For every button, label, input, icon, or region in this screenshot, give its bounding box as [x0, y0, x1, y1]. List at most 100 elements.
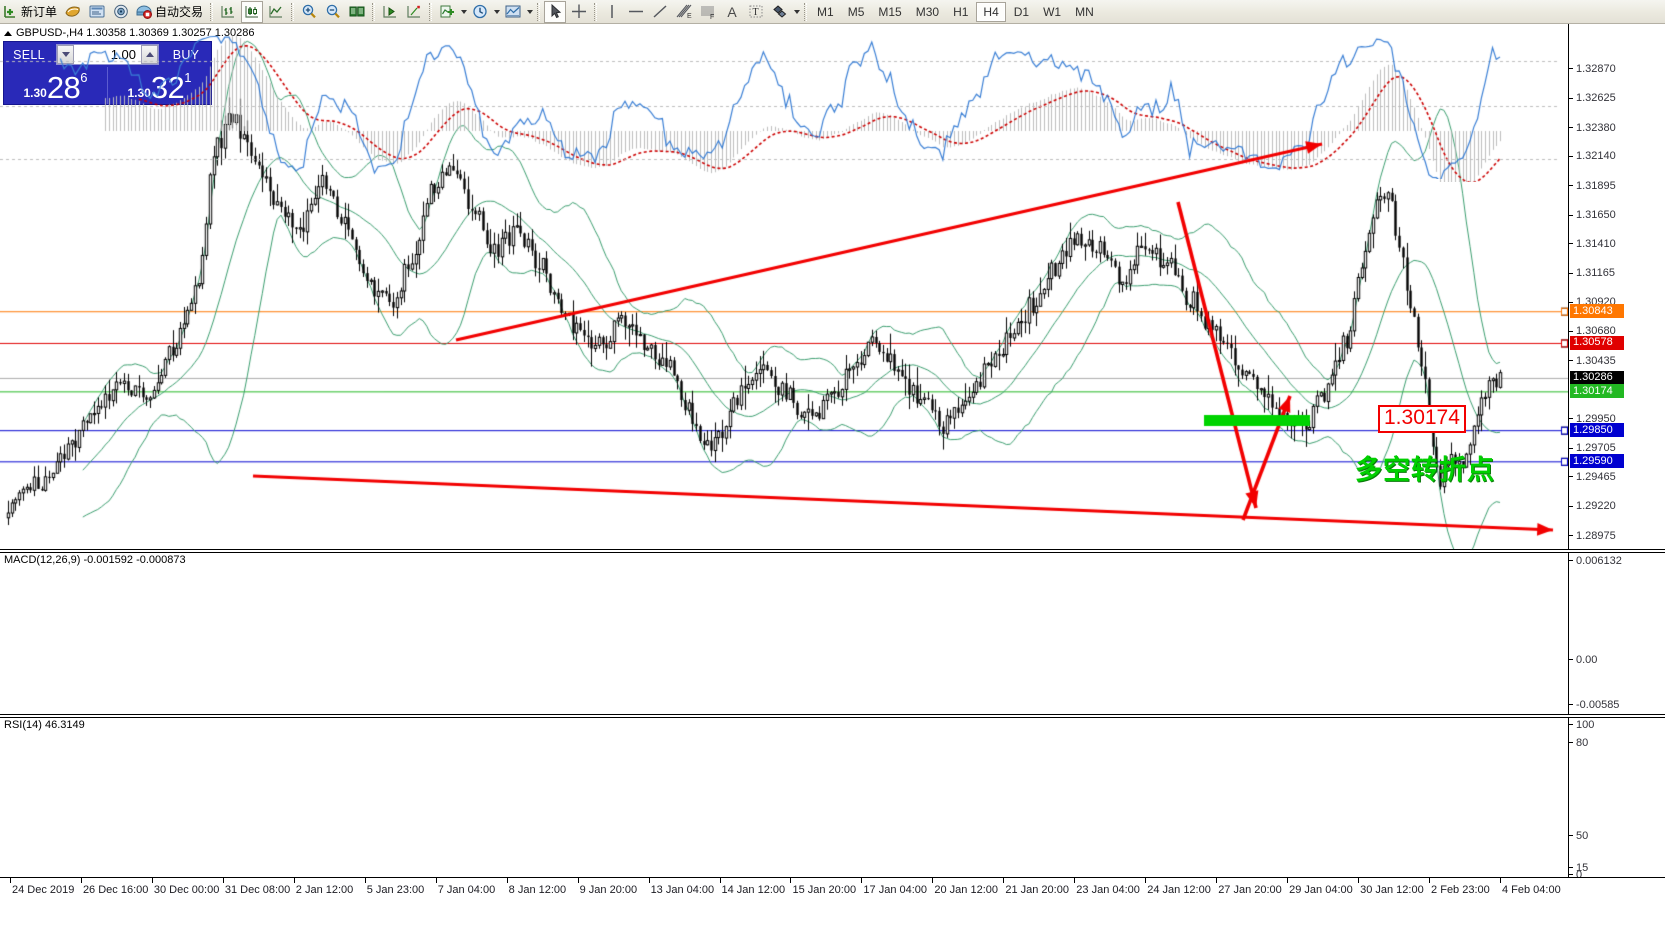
time-axis[interactable]: 24 Dec 2019 26 Dec 16:00 30 Dec 00:00 31 De… [0, 878, 1665, 902]
timeframe-group: M1 M5 M15 M30 H1 H4 D1 W1 MN [810, 1, 1101, 22]
toolbar-separator [594, 2, 598, 21]
fibonacci-retracement-icon[interactable]: F [697, 1, 719, 23]
timeframe-button-mn[interactable]: MN [1075, 4, 1094, 19]
time-tick-mark [1074, 878, 1076, 883]
price-level-badge[interactable]: 1.29590 [1570, 454, 1624, 469]
timeframe-button-m30[interactable]: M30 [915, 4, 940, 19]
zoom-out-icon[interactable] [322, 1, 344, 23]
price-axis[interactable]: 1.32870 1.32625 1.32380 1.32140 1.31895 1.316… [1568, 24, 1665, 550]
chart-shift-icon[interactable] [403, 1, 425, 23]
vertical-line-icon[interactable] [601, 1, 623, 23]
tile-windows-icon[interactable] [346, 1, 368, 23]
time-tick-label: 24 Jan 12:00 [1147, 884, 1211, 896]
price-level-badge[interactable]: 1.30578 [1570, 335, 1624, 350]
price-tick-label: 1.31650 [1569, 209, 1616, 222]
candlestick-chart-icon[interactable] [241, 0, 264, 23]
auto-trading-button[interactable]: 自动交易 [134, 1, 206, 23]
rsi-tick-label: 0 [1569, 868, 1582, 881]
time-tick-label: 23 Jan 04:00 [1076, 884, 1140, 896]
timeframe-button-m15[interactable]: M15 [878, 4, 902, 19]
macd-tick-label: 0.00 [1569, 653, 1597, 666]
navigator-icon[interactable] [110, 1, 132, 23]
bar-chart-icon[interactable] [217, 1, 239, 23]
price-level-badge[interactable]: 1.30286 [1570, 370, 1624, 385]
timeframe-button-d1[interactable]: D1 [1013, 4, 1030, 19]
macd-axis[interactable]: 0.006132 0.00 -0.00585 [1568, 552, 1665, 714]
templates-icon[interactable] [502, 1, 524, 23]
time-tick-label: 2 Jan 12:00 [295, 884, 354, 896]
period-dropdown-arrow[interactable] [492, 1, 501, 23]
time-tick-mark [861, 878, 863, 883]
time-tick-mark [364, 878, 366, 883]
time-tick-mark [435, 878, 437, 883]
timeframe-button-h4[interactable]: H4 [976, 1, 1006, 22]
rsi-axis[interactable]: 100 80 50 15 0 [1568, 717, 1665, 881]
expert-advisors-icon[interactable] [62, 1, 84, 23]
timeframe-button-m5[interactable]: M5 [847, 4, 865, 19]
svg-text:F: F [710, 14, 714, 20]
price-tick-label: 1.28975 [1569, 529, 1616, 542]
price-tick-label: 1.32870 [1569, 62, 1616, 75]
crosshair-icon[interactable] [568, 1, 590, 23]
price-tick-label: 1.31165 [1569, 267, 1615, 280]
timeframe-button-h1[interactable]: H1 [953, 4, 969, 19]
time-axis-top-border [0, 877, 1665, 878]
time-tick-label: 27 Jan 20:00 [1218, 884, 1282, 896]
pane-separator-price-macd-2 [0, 552, 1665, 553]
toolbar-separator [210, 2, 214, 21]
time-tick-mark [1500, 878, 1501, 883]
time-tick-mark [80, 878, 82, 883]
price-level-badge[interactable]: 1.30174 [1570, 384, 1624, 399]
time-tick-label: 14 Jan 12:00 [721, 884, 786, 896]
period-icon[interactable] [469, 1, 491, 23]
shapes-icon[interactable] [769, 1, 791, 23]
pane-separator-macd-rsi-2 [0, 717, 1665, 718]
timeframe-button-w1[interactable]: W1 [1043, 4, 1062, 19]
pane-separator-price-macd [0, 549, 1665, 550]
equidistant-channel-icon[interactable]: E [673, 1, 695, 23]
pane-separator-macd-rsi [0, 714, 1665, 715]
horizontal-line-icon[interactable] [625, 1, 647, 23]
price-annotation-box[interactable]: 1.30174 [1378, 405, 1466, 433]
time-tick-mark [151, 878, 153, 883]
toolbar-separator [429, 2, 433, 21]
line-chart-icon[interactable] [265, 1, 287, 23]
toolbar-separator [804, 2, 808, 21]
data-window-icon[interactable] [86, 1, 108, 23]
main-toolbar: 新订单 自动交易 [0, 0, 1665, 24]
indicators-dropdown-arrow[interactable] [459, 1, 468, 23]
time-tick-mark [1429, 878, 1431, 883]
indicators-icon[interactable] [436, 1, 458, 23]
price-tick-label: 1.29465 [1569, 470, 1616, 483]
price-tick-label: 1.30680 [1569, 325, 1616, 338]
time-tick-mark [577, 878, 579, 883]
trendline-icon[interactable] [649, 1, 671, 23]
new-order-label: 新订单 [21, 5, 58, 19]
text-icon[interactable]: A [727, 3, 737, 20]
price-level-badge[interactable]: 1.30843 [1570, 304, 1624, 319]
macd-tick-label: -0.00585 [1569, 698, 1619, 711]
rsi-tick-label: 100 [1569, 718, 1594, 731]
time-tick-label: 24 Dec 2019 [12, 884, 75, 896]
time-tick-label: 15 Jan 20:00 [792, 884, 857, 896]
drawing-objects-layer[interactable] [0, 24, 1568, 549]
time-tick-mark [1145, 878, 1147, 883]
chinese-annotation-label[interactable]: 多空转折点 [1355, 455, 1495, 486]
auto-trading-label: 自动交易 [155, 5, 204, 19]
text-label-icon[interactable]: T [745, 1, 767, 23]
rsi-indicator-label: RSI(14) 46.3149 [4, 719, 85, 731]
shapes-dropdown-arrow[interactable] [792, 1, 801, 23]
cursor-icon[interactable] [544, 0, 567, 23]
time-tick-label: 13 Jan 04:00 [650, 884, 715, 896]
time-tick-label: 9 Jan 20:00 [579, 884, 638, 896]
price-level-badge[interactable]: 1.29850 [1570, 423, 1624, 438]
price-tick-label: 1.29220 [1569, 500, 1616, 513]
auto-scroll-icon[interactable] [379, 1, 401, 23]
timeframe-button-m1[interactable]: M1 [817, 4, 834, 19]
new-order-button[interactable]: 新订单 [1, 1, 60, 23]
time-tick-label: 2 Feb 23:00 [1431, 884, 1490, 896]
templates-dropdown-arrow[interactable] [525, 1, 534, 23]
svg-text:E: E [687, 13, 692, 20]
price-tick-label: 1.29950 [1569, 412, 1616, 425]
zoom-in-icon[interactable] [298, 1, 320, 23]
